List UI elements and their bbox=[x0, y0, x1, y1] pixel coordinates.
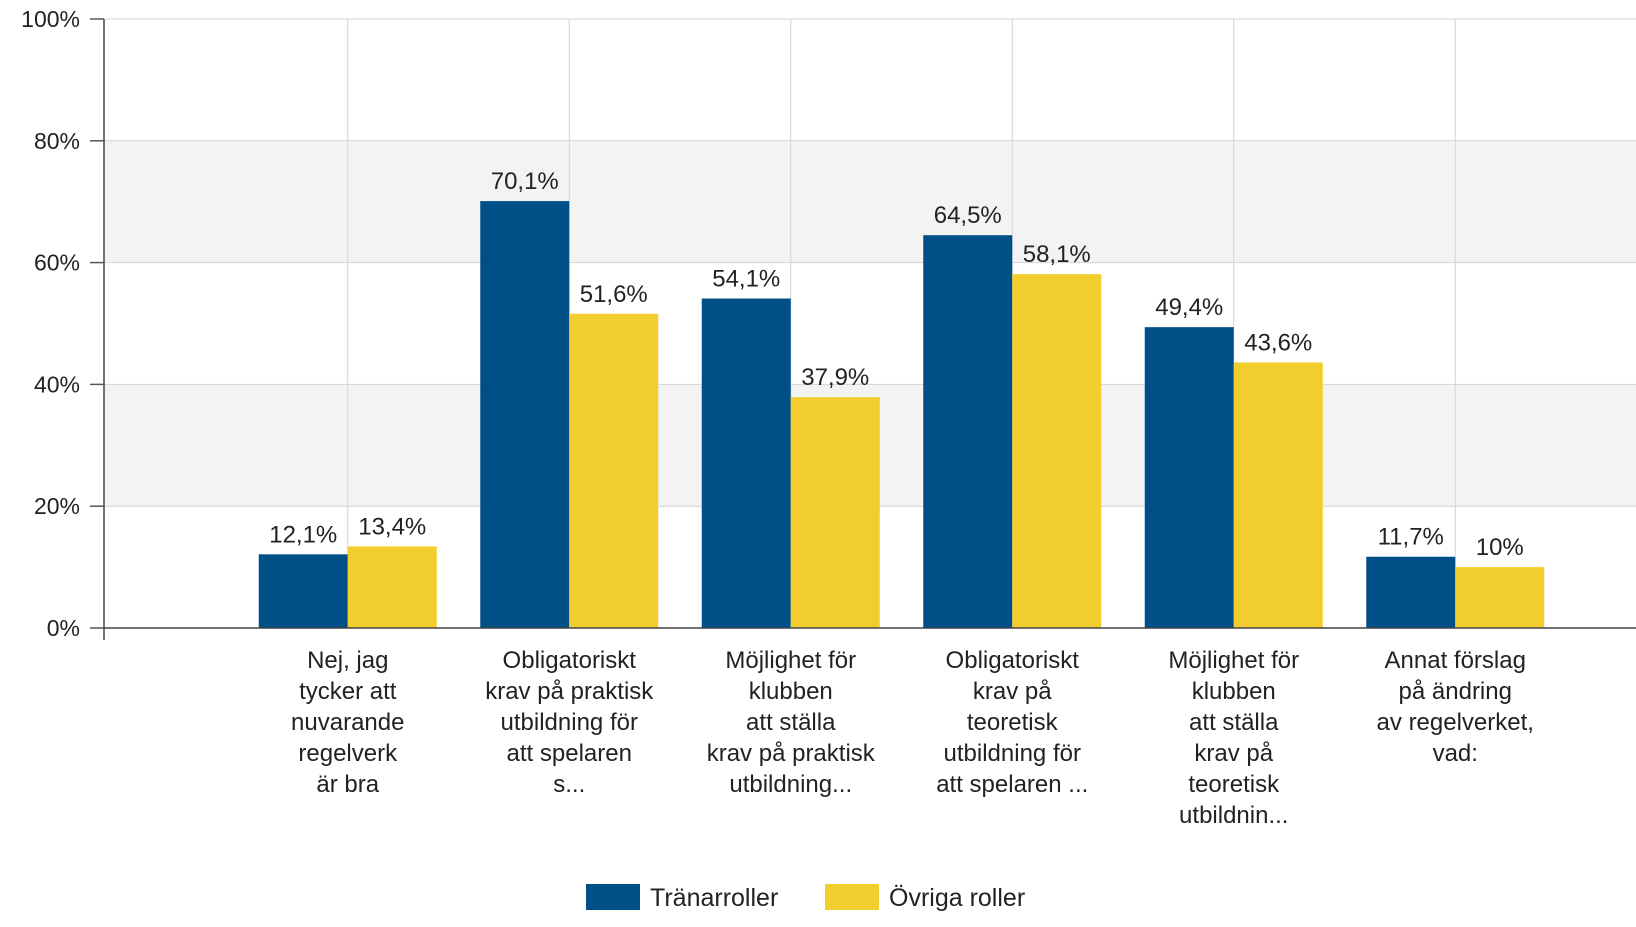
x-tick-label-line: krav på praktisk bbox=[707, 740, 876, 767]
x-tick-label-line: Obligatoriskt bbox=[946, 647, 1080, 674]
x-tick-label-line: att spelaren ... bbox=[936, 771, 1088, 798]
axes bbox=[103, 19, 1636, 640]
x-tick-label: Annat förslag på ändring av regelverket, va… bbox=[1377, 647, 1534, 767]
legend-label: Övriga roller bbox=[889, 884, 1025, 912]
y-tick-label: 80% bbox=[34, 128, 80, 154]
x-tick-label-line: Obligatoriskt bbox=[503, 647, 637, 674]
x-tick-label-line: Nej, jag bbox=[307, 647, 388, 674]
x-tick-label-line: teoretisk bbox=[1188, 771, 1280, 798]
data-label: 12,1% bbox=[269, 521, 337, 548]
y-tick-label: 0% bbox=[47, 615, 80, 641]
x-tick-label-line: Möjlighet för bbox=[1168, 647, 1299, 674]
x-tick-label: Möjlighet för klubben att ställa krav på teo… bbox=[1168, 647, 1299, 829]
bar bbox=[701, 298, 791, 628]
bar bbox=[1455, 567, 1545, 628]
y-axis-ticks: 0% 20% 40% 60% 80% 100% bbox=[21, 6, 104, 641]
x-tick-label-line: regelverk bbox=[298, 740, 398, 767]
x-tick-label-line: är bra bbox=[316, 771, 379, 798]
x-tick-label-line: utbildning... bbox=[729, 771, 852, 798]
x-tick-label-line: krav på bbox=[973, 678, 1052, 705]
x-tick-label: Möjlighet för klubben att ställa krav på pr… bbox=[707, 647, 876, 798]
data-label: 58,1% bbox=[1023, 241, 1091, 268]
x-tick-label-line: vad: bbox=[1433, 740, 1478, 767]
bars bbox=[258, 201, 1545, 628]
x-tick-label-line: Annat förslag bbox=[1385, 647, 1526, 674]
bar bbox=[923, 235, 1013, 628]
x-tick-label-line: krav på praktisk bbox=[485, 678, 654, 705]
data-labels: 12,1% 70,1% 54,1% 64,5% 49,4% 11,7% 13,4% 51,6%… bbox=[269, 168, 1524, 561]
bar bbox=[1144, 327, 1234, 628]
y-tick-label: 100% bbox=[21, 6, 80, 32]
bar bbox=[258, 554, 348, 628]
x-tick-label-line: tycker att bbox=[299, 678, 397, 705]
bar bbox=[480, 201, 570, 628]
legend-label: Tränarroller bbox=[650, 884, 778, 912]
data-label: 10% bbox=[1476, 534, 1524, 561]
x-tick-label-line: klubben bbox=[749, 678, 833, 705]
bar bbox=[347, 546, 437, 628]
x-axis-labels: Nej, jag tycker att nuvarande regelverk är b… bbox=[291, 647, 1534, 829]
y-tick-label: 20% bbox=[34, 493, 80, 519]
data-label: 13,4% bbox=[358, 513, 426, 540]
legend-swatch bbox=[586, 884, 640, 910]
data-label: 37,9% bbox=[801, 364, 869, 391]
data-label: 49,4% bbox=[1155, 294, 1223, 321]
legend-swatch bbox=[825, 884, 879, 910]
y-tick-label: 40% bbox=[34, 371, 80, 397]
x-tick-label-line: utbildning för bbox=[944, 740, 1081, 767]
data-label: 70,1% bbox=[491, 168, 559, 195]
x-tick-label-line: Möjlighet för bbox=[725, 647, 856, 674]
bar bbox=[1012, 274, 1102, 628]
data-label: 64,5% bbox=[934, 202, 1002, 229]
y-tick-label: 60% bbox=[34, 250, 80, 276]
x-tick-label-line: krav på bbox=[1194, 740, 1273, 767]
x-tick-label-line: nuvarande bbox=[291, 709, 404, 736]
x-tick-label-line: att ställa bbox=[1189, 709, 1279, 736]
x-tick-label: Obligatoriskt krav på praktisk utbildning … bbox=[485, 647, 654, 798]
bar bbox=[1366, 556, 1456, 628]
x-tick-label-line: av regelverket, bbox=[1377, 709, 1534, 736]
legend: Tränarroller Övriga roller bbox=[586, 884, 1025, 912]
x-tick-label-line: att spelaren bbox=[507, 740, 632, 767]
x-tick-label-line: att ställa bbox=[746, 709, 836, 736]
x-tick-label-line: på ändring bbox=[1399, 678, 1512, 705]
bar bbox=[1233, 362, 1323, 628]
x-tick-label-line: utbildning för bbox=[501, 709, 638, 736]
x-tick-label: Obligatoriskt krav på teoretisk utbildning … bbox=[936, 647, 1088, 798]
bar bbox=[569, 313, 659, 628]
data-label: 54,1% bbox=[712, 266, 780, 293]
grid-band bbox=[104, 140, 1636, 263]
data-label: 51,6% bbox=[580, 281, 648, 308]
x-tick-label-line: utbildnin... bbox=[1179, 802, 1288, 829]
x-tick-label-line: klubben bbox=[1192, 678, 1276, 705]
x-tick-label: Nej, jag tycker att nuvarande regelverk är b… bbox=[291, 647, 404, 798]
data-label: 11,7% bbox=[1378, 524, 1444, 551]
x-tick-label-line: s... bbox=[553, 771, 585, 798]
bar bbox=[790, 397, 880, 628]
x-tick-label-line: teoretisk bbox=[967, 709, 1059, 736]
data-label: 43,6% bbox=[1244, 329, 1312, 356]
